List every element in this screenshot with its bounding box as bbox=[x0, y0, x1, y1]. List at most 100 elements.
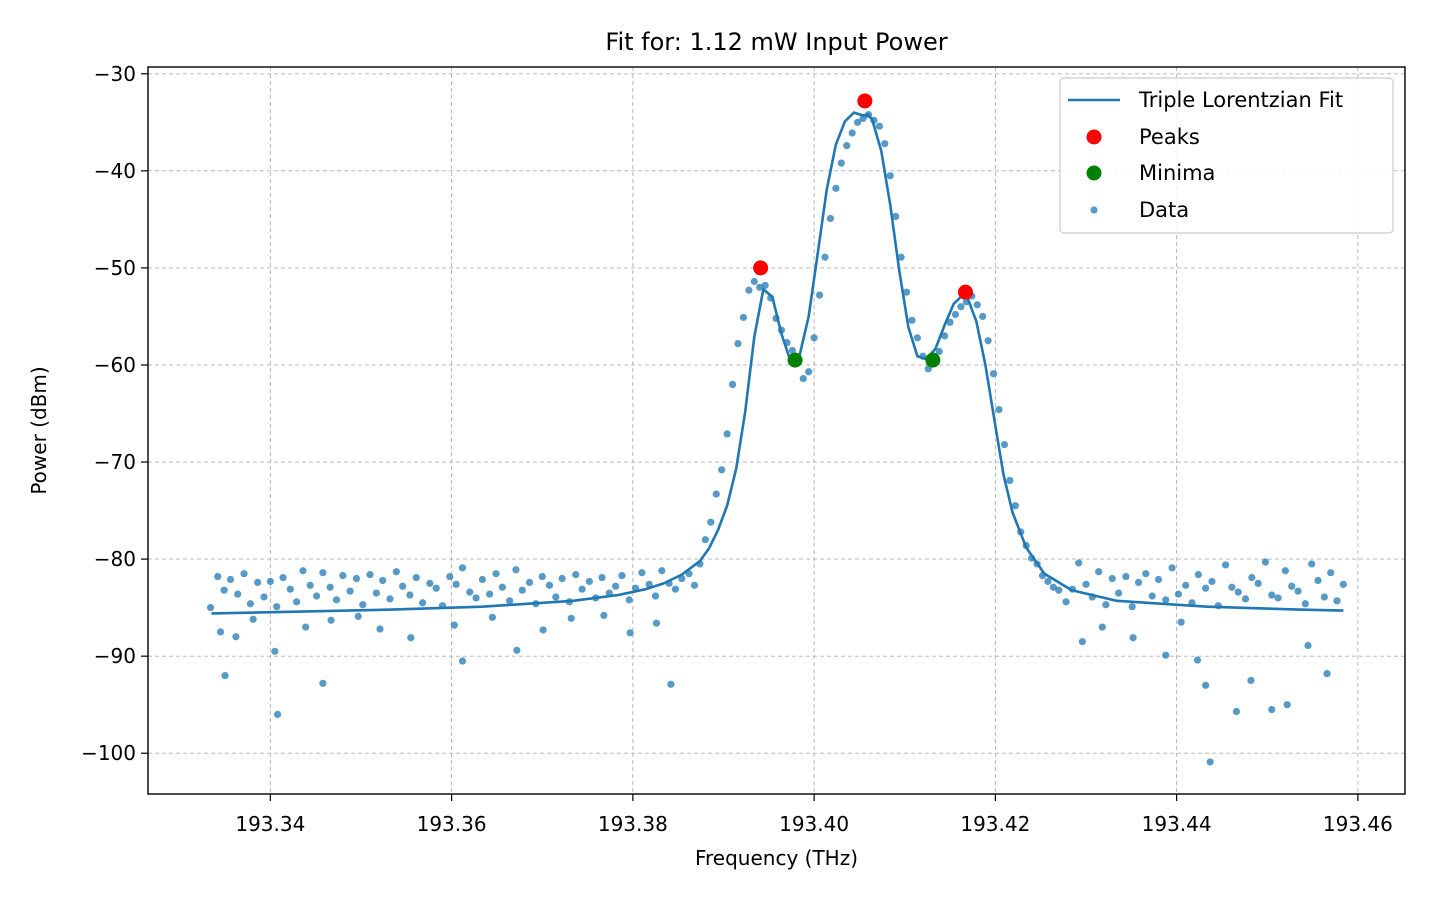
data-point bbox=[701, 536, 709, 544]
data-point bbox=[821, 253, 829, 261]
data-point bbox=[638, 569, 646, 577]
data-point bbox=[1320, 593, 1328, 601]
legend-label: Data bbox=[1139, 198, 1189, 222]
data-point bbox=[1049, 583, 1057, 591]
data-point bbox=[376, 625, 384, 633]
data-point bbox=[539, 626, 547, 634]
data-point bbox=[273, 603, 281, 611]
data-point bbox=[1323, 670, 1331, 678]
y-tick-label: −90 bbox=[94, 644, 136, 668]
data-point bbox=[567, 614, 575, 622]
x-axis-label: Frequency (THz) bbox=[695, 846, 858, 870]
data-point bbox=[1134, 578, 1143, 587]
data-point bbox=[407, 634, 415, 642]
peak-marker bbox=[857, 93, 873, 109]
data-point bbox=[432, 584, 440, 592]
data-point bbox=[1000, 440, 1009, 449]
data-point bbox=[826, 214, 835, 223]
data-point bbox=[718, 466, 726, 474]
data-point bbox=[226, 575, 235, 584]
data-point bbox=[739, 313, 748, 322]
data-point bbox=[984, 337, 992, 345]
data-point bbox=[761, 281, 769, 289]
y-tick-label: −40 bbox=[94, 159, 136, 183]
data-point bbox=[572, 571, 580, 579]
y-tick-label: −100 bbox=[81, 741, 136, 765]
x-tick-label: 193.38 bbox=[598, 812, 668, 836]
data-point bbox=[756, 283, 764, 291]
data-point bbox=[478, 575, 487, 584]
data-point bbox=[399, 582, 407, 590]
legend-item: Data bbox=[1090, 198, 1189, 222]
data-point bbox=[1162, 596, 1170, 604]
data-point bbox=[452, 580, 460, 588]
data-point bbox=[506, 597, 514, 605]
data-point bbox=[372, 589, 380, 597]
data-point bbox=[286, 585, 294, 593]
data-point bbox=[667, 680, 675, 688]
data-point bbox=[249, 615, 257, 623]
data-point bbox=[1193, 656, 1202, 664]
data-point bbox=[995, 406, 1003, 414]
data-point bbox=[1339, 580, 1347, 588]
peaks-series bbox=[753, 93, 973, 300]
data-point bbox=[1168, 564, 1176, 572]
data-point bbox=[843, 142, 851, 150]
data-point bbox=[859, 114, 867, 123]
data-point bbox=[1234, 588, 1242, 596]
data-point bbox=[651, 592, 660, 600]
data-point bbox=[271, 647, 279, 655]
series-layer bbox=[206, 93, 1347, 766]
data-point bbox=[302, 623, 310, 631]
data-point bbox=[552, 593, 560, 601]
data-point bbox=[488, 613, 496, 621]
data-point bbox=[450, 621, 458, 629]
data-point bbox=[908, 316, 916, 324]
data-point bbox=[1108, 574, 1116, 583]
data-point bbox=[598, 573, 606, 582]
minimum-marker bbox=[787, 352, 803, 368]
data-point bbox=[626, 629, 634, 637]
data-point bbox=[799, 374, 807, 383]
data-point bbox=[1095, 568, 1103, 576]
data-point bbox=[1194, 571, 1202, 579]
data-point bbox=[392, 568, 400, 576]
data-point bbox=[352, 574, 361, 583]
data-point bbox=[973, 301, 981, 309]
data-point bbox=[848, 129, 856, 137]
data-point bbox=[625, 596, 633, 604]
data-point bbox=[458, 657, 467, 665]
data-point bbox=[466, 588, 474, 596]
data-point bbox=[671, 585, 680, 593]
data-point bbox=[957, 303, 965, 311]
data-point bbox=[837, 159, 845, 167]
y-axis-label: Power (dBm) bbox=[27, 366, 51, 494]
y-tick-label: −70 bbox=[94, 450, 136, 474]
data-point bbox=[266, 577, 274, 586]
data-point bbox=[220, 586, 228, 594]
data-point bbox=[881, 140, 889, 148]
data-point bbox=[750, 277, 758, 286]
data-point bbox=[1011, 502, 1019, 510]
x-tick-label: 193.42 bbox=[960, 812, 1030, 836]
y-tick-label: −50 bbox=[94, 256, 136, 280]
data-point bbox=[306, 581, 314, 589]
data-point bbox=[458, 564, 467, 572]
data-point bbox=[1148, 592, 1156, 600]
data-point bbox=[419, 599, 427, 607]
plot-frame bbox=[147, 66, 1406, 795]
x-tick-label: 193.34 bbox=[235, 812, 305, 836]
data-point bbox=[1261, 558, 1270, 566]
axis-ticks: 193.34 193.36 193.38 193.40 193.42 193.44 193.… bbox=[81, 62, 1393, 836]
legend-item: Triple Lorentzian Fit bbox=[1068, 88, 1343, 112]
data-point bbox=[216, 628, 225, 636]
legend-blue-dot-icon bbox=[1090, 206, 1098, 214]
data-point bbox=[690, 581, 699, 589]
data-point bbox=[1268, 705, 1276, 714]
data-series bbox=[206, 110, 1347, 766]
y-tick-label: −60 bbox=[94, 353, 136, 377]
data-point bbox=[902, 288, 911, 296]
x-tick-label: 193.36 bbox=[417, 812, 487, 836]
data-point bbox=[412, 573, 420, 582]
